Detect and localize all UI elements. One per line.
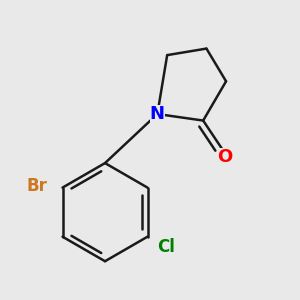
Text: N: N <box>150 105 165 123</box>
Text: Cl: Cl <box>157 238 175 256</box>
Text: Br: Br <box>27 177 48 195</box>
Text: O: O <box>217 148 232 166</box>
